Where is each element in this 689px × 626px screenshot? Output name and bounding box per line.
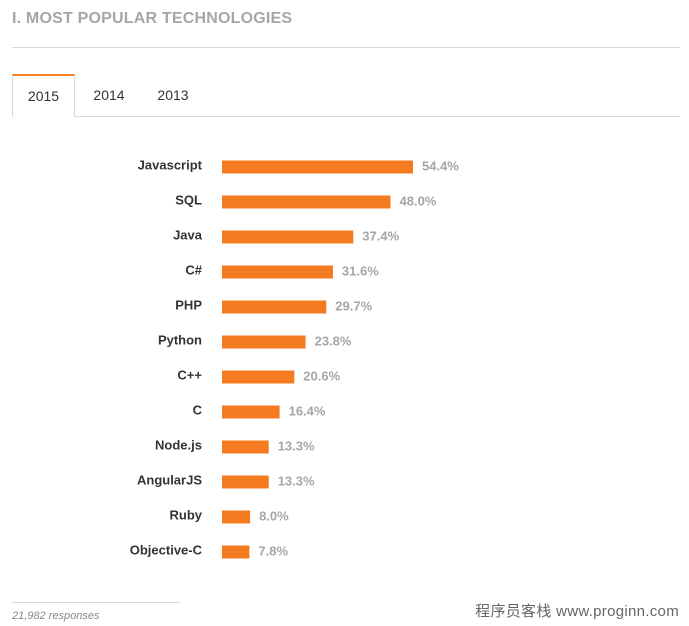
technology-bar-chart: Javascript 54.4% SQL 48.0% Java 37.4% C# 31.6% P… [130, 157, 459, 559]
bar-c-sharp [222, 265, 333, 279]
value-label-php: 29.7% [335, 298, 372, 313]
value-label-c: 16.4% [289, 403, 326, 418]
bar-node-js [222, 440, 269, 454]
bar-objective-c [222, 545, 250, 559]
value-label-c-sharp: 31.6% [342, 263, 379, 278]
tab-2014[interactable]: 2014 [93, 87, 125, 103]
bar-python [222, 335, 306, 349]
category-label-java: Java [173, 227, 203, 242]
category-label-sql: SQL [175, 192, 202, 207]
bar-c [222, 405, 280, 419]
value-label-angularjs: 13.3% [278, 473, 315, 488]
value-label-node-js: 13.3% [278, 438, 315, 453]
bar-c-plus-plus [222, 370, 295, 384]
bar-sql [222, 195, 391, 209]
value-label-python: 23.8% [315, 333, 352, 348]
category-label-python: Python [158, 332, 202, 347]
category-label-node-js: Node.js [155, 437, 202, 452]
category-label-ruby: Ruby [170, 507, 203, 522]
category-label-javascript: Javascript [138, 157, 203, 172]
category-label-angularjs: AngularJS [137, 472, 202, 487]
title-divider [12, 47, 680, 48]
watermark: 程序员客栈 www.proginn.com [475, 603, 679, 620]
bar-angularjs [222, 475, 269, 489]
value-label-java: 37.4% [362, 228, 399, 243]
response-count: 21,982 responses [12, 610, 100, 622]
year-tabs: 2015 2014 2013 [12, 74, 680, 117]
bar-javascript [222, 160, 413, 174]
value-label-objective-c: 7.8% [258, 543, 288, 558]
footer-divider [12, 602, 180, 603]
bar-php [222, 300, 327, 314]
tab-2013[interactable]: 2013 [157, 87, 189, 103]
value-label-javascript: 54.4% [422, 158, 459, 173]
section-title: I. MOST POPULAR TECHNOLOGIES [12, 10, 293, 27]
category-label-c-sharp: C# [185, 262, 202, 277]
tab-2015[interactable]: 2015 [12, 74, 75, 117]
value-label-sql: 48.0% [400, 193, 437, 208]
category-label-c-plus-plus: C++ [177, 367, 202, 382]
bar-ruby [222, 510, 251, 524]
value-label-c-plus-plus: 20.6% [303, 368, 340, 383]
category-label-c: C [193, 402, 203, 417]
category-label-objective-c: Objective-C [130, 542, 203, 557]
bar-java [222, 230, 354, 244]
value-label-ruby: 8.0% [259, 508, 289, 523]
category-label-php: PHP [175, 297, 202, 312]
